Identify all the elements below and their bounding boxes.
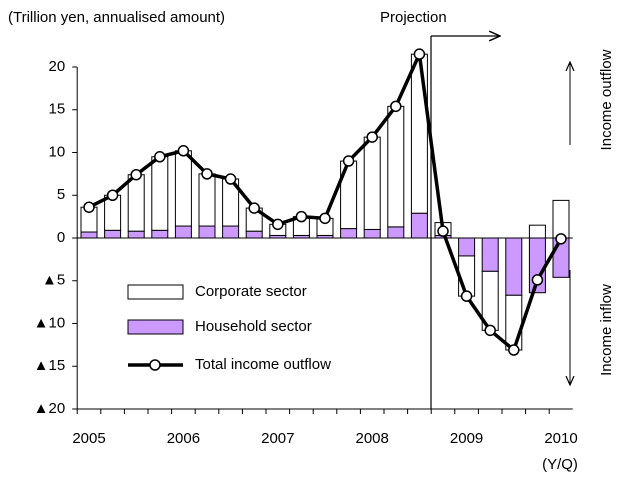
marker	[342, 155, 355, 167]
legend-label: Total income outflow	[195, 356, 331, 373]
inflow-label: Income inflow	[598, 284, 615, 376]
x-unit-label: (Y/Q)	[542, 456, 578, 473]
marker	[319, 212, 331, 225]
marker	[154, 151, 166, 163]
marker	[83, 201, 95, 213]
marker	[295, 210, 308, 223]
bar	[363, 228, 381, 239]
bar	[458, 237, 476, 257]
bar	[410, 212, 428, 239]
bar	[245, 230, 263, 239]
y-tick-label: ▲20	[34, 400, 66, 417]
bar	[174, 225, 192, 239]
marker	[460, 290, 473, 302]
bar	[198, 225, 216, 239]
legend-swatch	[127, 319, 184, 335]
legend-marker	[149, 359, 161, 371]
marker	[437, 225, 449, 237]
x-tick-label: 2007	[261, 430, 294, 447]
y-tick-label: ▲5	[42, 272, 65, 289]
y-tick-label: 15	[49, 101, 66, 118]
x-tick-label: 2010	[544, 430, 577, 447]
y-tick-label: 5	[57, 186, 65, 203]
bar	[505, 294, 523, 351]
y-tick-label: ▲15	[34, 357, 66, 374]
marker	[130, 168, 142, 181]
y-tick-label: 20	[49, 58, 66, 75]
marker	[177, 145, 190, 157]
unit-label: (Trillion yen, annualised amount)	[8, 9, 225, 26]
bar	[528, 224, 546, 239]
marker	[508, 344, 520, 356]
bar	[151, 156, 169, 231]
marker	[272, 218, 284, 231]
y-tick-label: 0	[57, 229, 65, 246]
legend-swatch	[127, 284, 184, 300]
x-tick-label: 2005	[72, 430, 105, 447]
marker	[201, 168, 213, 180]
bar	[198, 173, 216, 227]
marker	[366, 131, 378, 143]
marker	[390, 100, 402, 113]
outflow-label: Income outflow	[598, 49, 615, 150]
bar	[552, 199, 570, 239]
bar	[80, 231, 98, 239]
x-tick-label: 2008	[356, 430, 389, 447]
bar	[104, 229, 122, 239]
legend-label: Household sector	[195, 318, 312, 335]
bar	[363, 136, 381, 230]
x-tick-label: 2006	[167, 430, 200, 447]
marker	[413, 48, 426, 60]
marker	[531, 274, 544, 286]
y-tick-label: ▲10	[34, 314, 66, 331]
bar	[410, 53, 428, 214]
marker	[484, 324, 496, 337]
marker	[106, 189, 119, 201]
bar	[151, 229, 169, 239]
legend-label: Corporate sector	[195, 283, 307, 300]
projection-label: Projection	[380, 9, 447, 26]
bar	[340, 228, 358, 239]
bar	[222, 225, 240, 239]
marker	[224, 173, 237, 185]
bar	[127, 174, 145, 232]
marker	[555, 233, 567, 245]
x-tick-label: 2009	[450, 430, 483, 447]
bar	[127, 230, 145, 239]
bar	[505, 237, 523, 296]
bar	[387, 105, 405, 228]
y-tick-label: 10	[49, 143, 66, 160]
bar	[387, 226, 405, 239]
bar	[481, 237, 499, 272]
marker	[248, 202, 260, 214]
bar	[174, 150, 192, 227]
